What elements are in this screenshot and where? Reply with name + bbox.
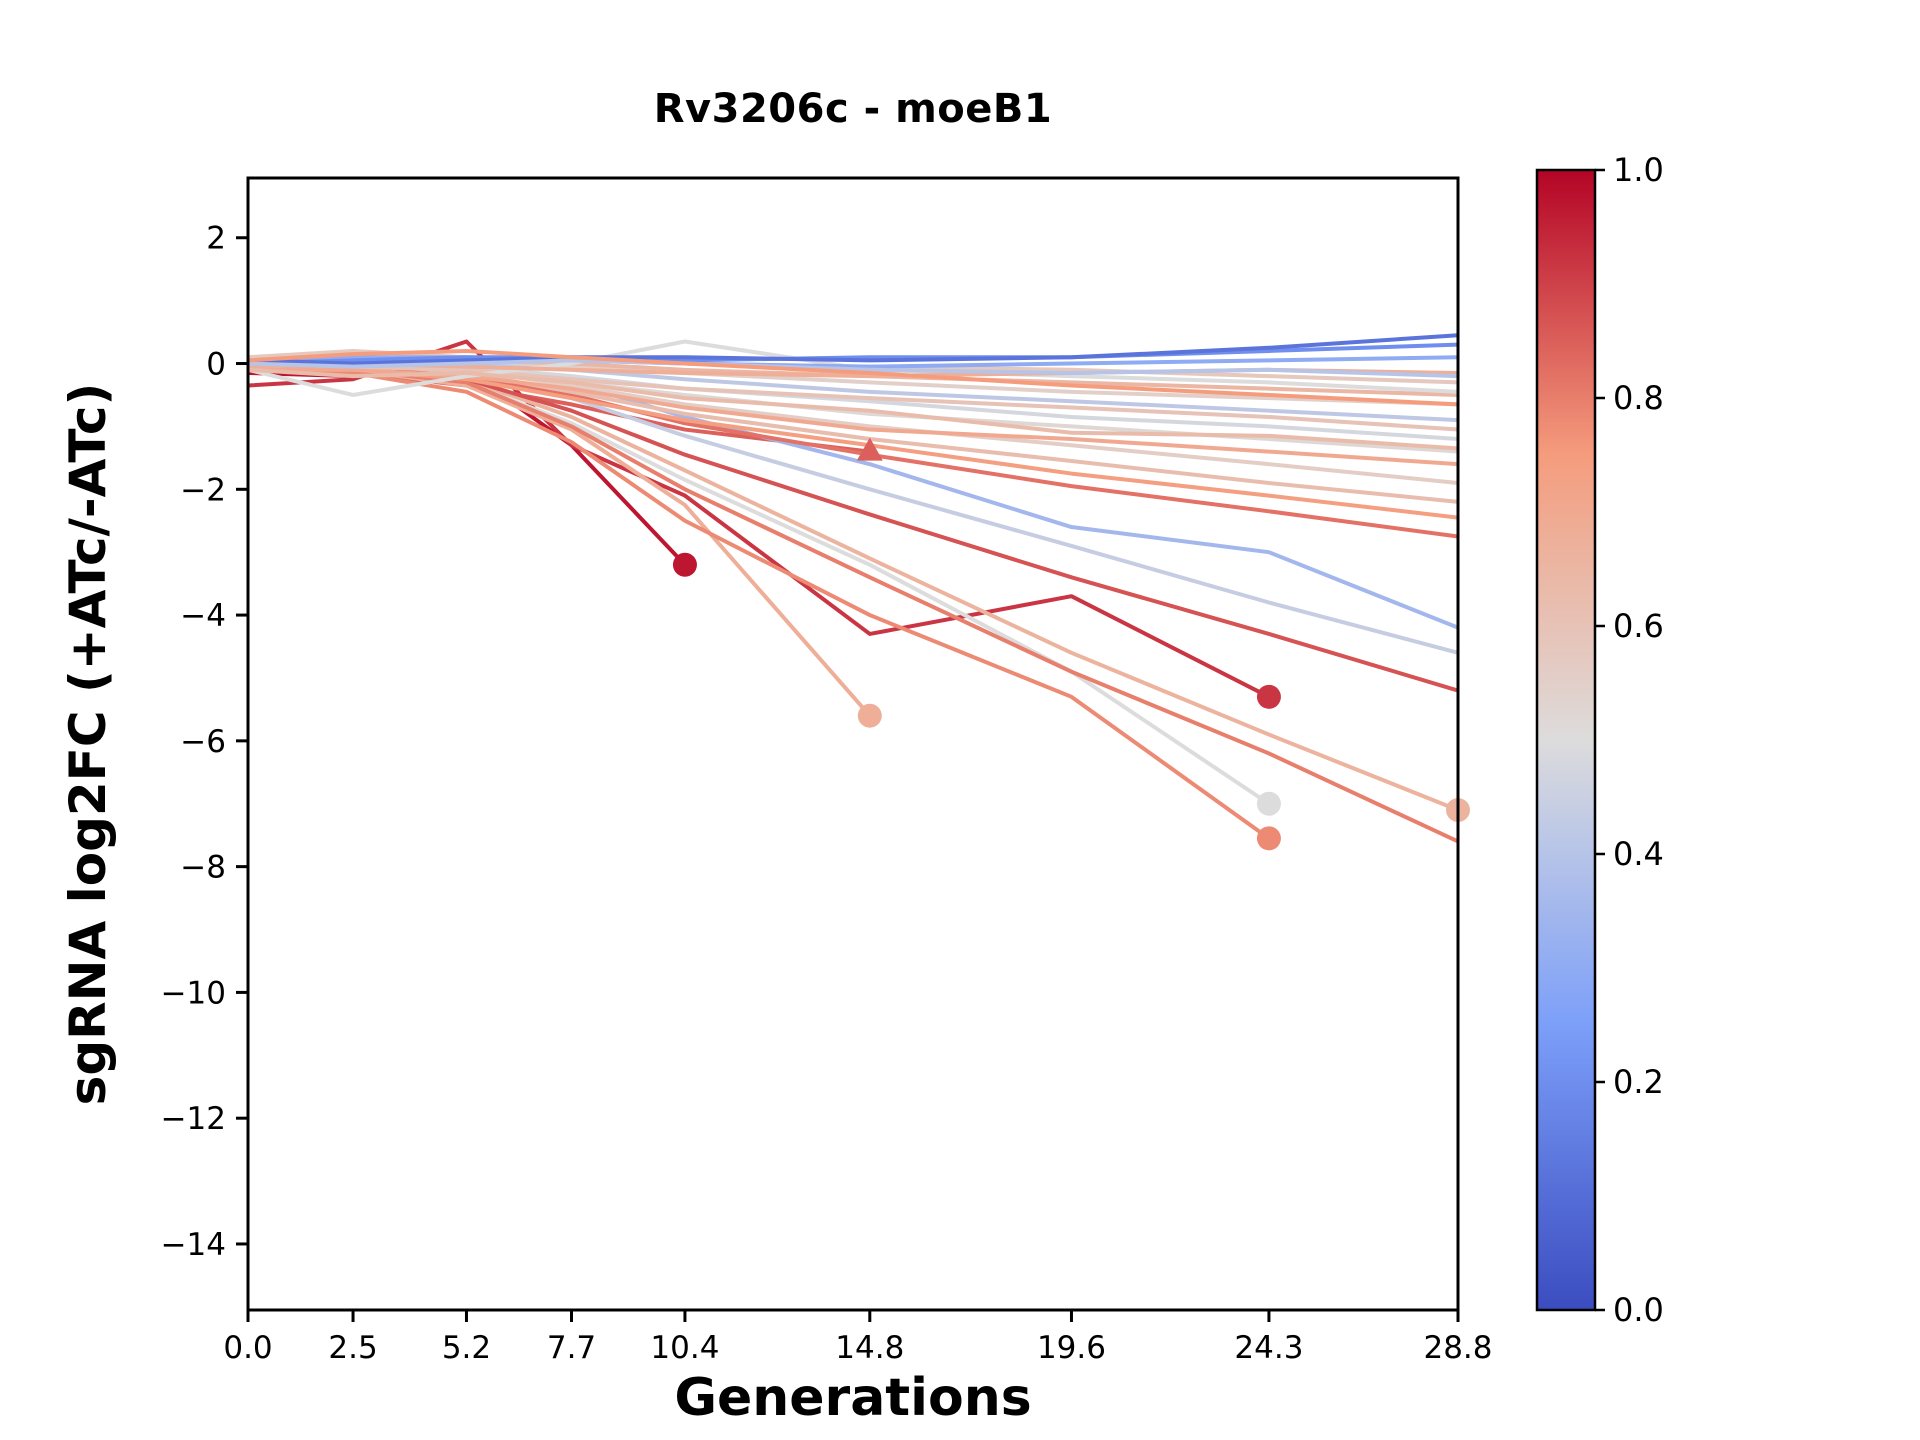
y-tick-label: −10 — [161, 975, 226, 1011]
sgRNA-trace — [248, 358, 1458, 655]
endpoint-circle-marker — [1256, 684, 1281, 709]
x-tick-label: 5.2 — [442, 1330, 491, 1366]
y-tick-label: −12 — [161, 1101, 226, 1137]
colorbar-tick-label: 0.0 — [1613, 1291, 1664, 1329]
endpoint-circle-marker — [1256, 826, 1281, 851]
y-axis-ticks: 2 0 −2 −4 −6 −8 −10 −12 −14 — [161, 221, 248, 1263]
series-lines — [248, 333, 1458, 844]
x-tick-label: 2.5 — [328, 1330, 377, 1366]
y-tick-label: 2 — [206, 221, 226, 257]
x-tick-label: 14.8 — [835, 1330, 904, 1366]
sgRNA-trace — [248, 364, 1458, 693]
endpoint-circle-marker — [857, 703, 882, 728]
x-tick-label: 28.8 — [1423, 1330, 1492, 1366]
colorbar-tick-label: 1.0 — [1613, 151, 1664, 189]
sgRNA-trace — [248, 348, 1458, 407]
colorbar-gradient — [1537, 170, 1595, 1310]
y-tick-label: 0 — [206, 347, 226, 383]
x-axis-ticks: 0.0 2.5 5.2 7.7 10.4 14.8 19.6 24.3 28.8 — [223, 1310, 1493, 1366]
x-axis-label: Generations — [674, 1368, 1032, 1428]
colorbar-tick-label: 0.8 — [1613, 379, 1664, 417]
sgRNA-trace — [248, 361, 1458, 813]
x-tick-label: 24.3 — [1234, 1330, 1303, 1366]
endpoint-circle-marker — [672, 552, 697, 577]
series-markers — [672, 437, 1470, 851]
colorbar-tick-label: 0.6 — [1613, 607, 1664, 645]
sgRNA-trace — [248, 342, 1458, 366]
x-tick-label: 19.6 — [1037, 1330, 1106, 1366]
y-tick-label: −2 — [180, 472, 226, 508]
sgRNA-trace — [248, 367, 1458, 467]
sgRNA-trace — [248, 367, 1458, 451]
y-tick-label: −14 — [161, 1227, 226, 1263]
sgRNA-trace — [248, 361, 1458, 539]
sgRNA-trace — [248, 333, 1458, 366]
x-tick-label: 7.7 — [547, 1330, 596, 1366]
colorbar-tick-label: 0.4 — [1613, 835, 1664, 873]
colorbar-tick-label: 0.2 — [1613, 1063, 1664, 1101]
y-tick-label: −8 — [180, 850, 226, 886]
axes-frame — [246, 176, 1460, 1312]
chart-title: Rv3206c - moeB1 — [653, 86, 1053, 132]
sgRNA-trace — [248, 339, 1458, 397]
colorbar-frame — [1535, 168, 1597, 1312]
y-tick-label: −6 — [180, 724, 226, 760]
endpoint-circle-marker — [1256, 791, 1281, 816]
endpoint-triangle-marker — [856, 437, 883, 461]
y-tick-label: −4 — [180, 598, 226, 634]
sgRNA-trace — [248, 361, 1458, 432]
colorbar: 1.0 0.8 0.6 0.4 0.2 0.0 — [1535, 151, 1664, 1329]
x-tick-label: 10.4 — [650, 1330, 719, 1366]
x-tick-label: 0.0 — [223, 1330, 272, 1366]
